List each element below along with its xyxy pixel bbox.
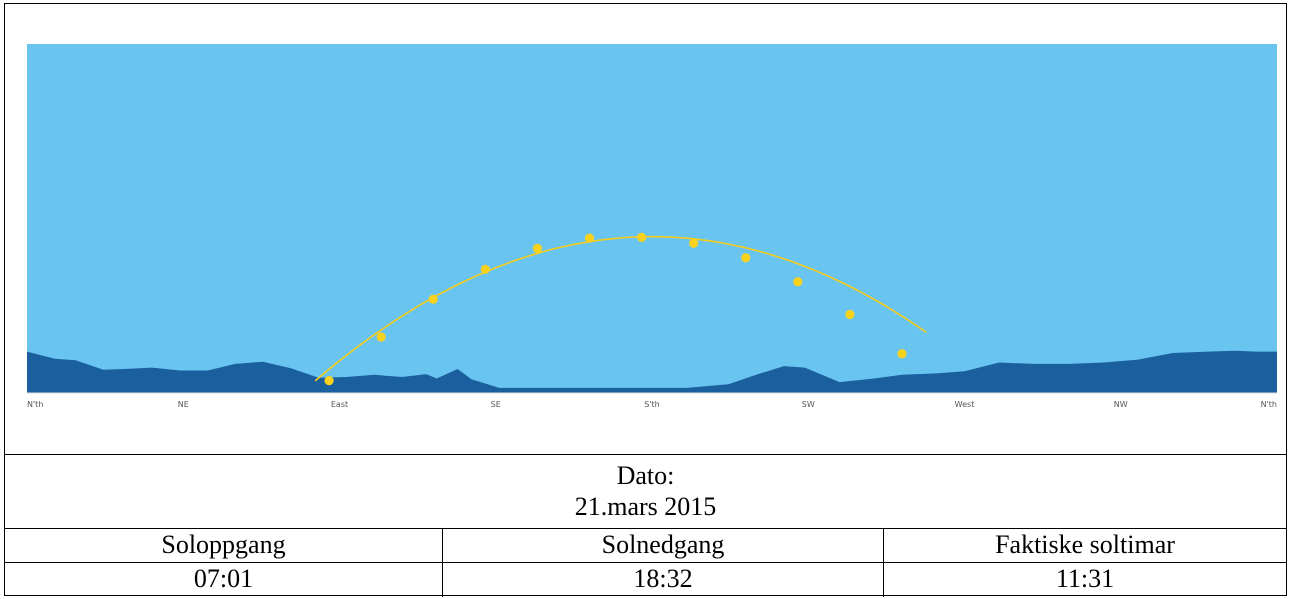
- sunset-header: Solnedgang: [443, 529, 884, 562]
- sunrise-value: 07:01: [5, 563, 443, 597]
- sky-area: [27, 44, 1277, 393]
- x-tick-label: N'th: [27, 400, 43, 409]
- summary-value-row: 07:01 18:32 11:31: [5, 563, 1286, 597]
- date-value: 21.mars 2015: [574, 492, 717, 521]
- sunset-value: 18:32: [443, 563, 884, 597]
- sun-position-point: [376, 332, 386, 342]
- sun-position-point: [480, 264, 490, 274]
- summary-header-row: Soloppgang Solnedgang Faktiske soltimar: [5, 529, 1286, 563]
- x-tick-label: East: [331, 400, 348, 409]
- sun-hours-value: 11:31: [1055, 564, 1115, 593]
- sun-position-point: [636, 232, 647, 243]
- date-cell: Dato: 21.mars 2015: [5, 455, 1286, 529]
- x-tick-label: West: [955, 400, 975, 409]
- sun-position-point: [584, 233, 595, 243]
- sun-hours-header: Faktiske soltimar: [995, 530, 1175, 559]
- date-label: Dato:: [616, 461, 675, 490]
- sun-path-chart: N'th NE East SE S'th SW West NW N'th: [27, 44, 1277, 409]
- page-frame: N'th NE East SE S'th SW West NW N'th Dato: 21.ma…: [4, 3, 1287, 597]
- x-tick-label: NE: [178, 400, 189, 409]
- sun-position-point: [532, 243, 543, 253]
- sun-path-line: [314, 235, 927, 382]
- sunrise-header: Soloppgang: [5, 529, 443, 562]
- sun-position-point: [845, 309, 855, 320]
- x-tick-label: S'th: [644, 400, 659, 409]
- x-tick-label: SE: [491, 400, 501, 409]
- sun-position-point: [689, 238, 699, 248]
- x-tick-label: NW: [1114, 400, 1128, 409]
- sun-path-chart-cell: N'th NE East SE S'th SW West NW N'th: [5, 4, 1286, 455]
- sun-position-point: [897, 349, 907, 359]
- sun-position-point: [324, 376, 334, 386]
- sun-position-point: [428, 294, 438, 304]
- sun-position-point: [741, 253, 751, 263]
- x-tick-label: SW: [802, 400, 815, 409]
- terrain-horizon: [27, 350, 1277, 393]
- sun-position-point: [793, 277, 803, 287]
- x-tick-label: N'th: [1261, 400, 1277, 409]
